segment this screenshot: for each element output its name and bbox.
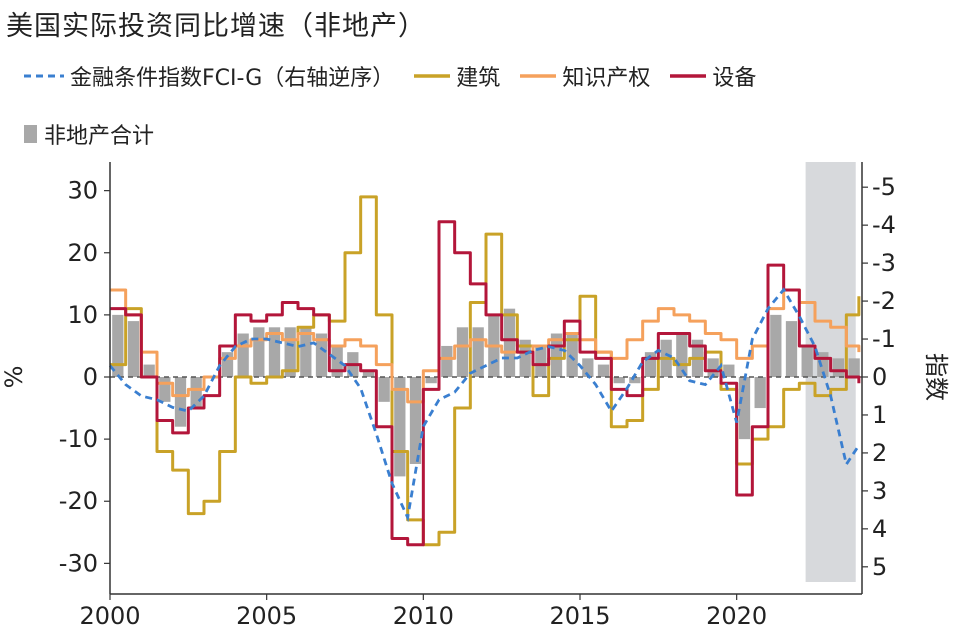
legend-swatch-equipment xyxy=(670,74,707,78)
legend-item-total: 非地产合计 xyxy=(22,118,154,150)
chart-title: 美国实际投资同比增速（非地产） xyxy=(6,11,426,42)
right-tick-label: -2 xyxy=(872,287,896,315)
bar-total xyxy=(723,364,735,377)
x-tick-label: 2020 xyxy=(706,602,767,630)
right-axis-unit: 指数 xyxy=(922,353,950,401)
legend-swatch-construction xyxy=(414,74,451,78)
bar-total xyxy=(284,327,296,377)
left-tick-label: 20 xyxy=(67,239,98,267)
right-tick-label: 0 xyxy=(872,363,887,391)
bar-total xyxy=(221,352,234,377)
legend-item-equipment: 设备 xyxy=(668,60,756,92)
left-tick-label: -20 xyxy=(59,487,98,515)
bar-total xyxy=(519,339,531,377)
legend-row-1: 金融条件指数FCI-G（右轴逆序） 建筑 知识产权 设备 xyxy=(22,60,774,92)
bar-total xyxy=(535,345,547,377)
left-axis-unit: % xyxy=(0,366,28,389)
legend-label-fci: 金融条件指数FCI-G（右轴逆序） xyxy=(70,66,395,91)
right-tick-label: -5 xyxy=(872,173,896,201)
right-tick-label: 2 xyxy=(872,439,887,467)
legend-label-total: 非地产合计 xyxy=(44,124,155,149)
bar-total xyxy=(644,352,657,377)
bar-total xyxy=(127,321,140,377)
legend-label-construction: 建筑 xyxy=(456,66,501,91)
bar-total xyxy=(785,321,798,377)
legend-item-ip: 知识产权 xyxy=(518,60,650,92)
bar-total xyxy=(143,364,155,377)
left-tick-label: 0 xyxy=(83,363,98,391)
bar-total xyxy=(801,345,813,377)
bar-total xyxy=(441,345,453,377)
bar-total xyxy=(331,345,343,377)
right-tick-label: 5 xyxy=(872,553,887,581)
left-tick-label: 10 xyxy=(67,301,98,329)
bar-total xyxy=(738,377,751,440)
bar-total xyxy=(174,377,187,427)
bar-total xyxy=(159,377,171,402)
bar-total xyxy=(613,377,625,384)
bar-total xyxy=(566,333,578,377)
legend-row-2: 非地产合计 xyxy=(22,118,172,150)
bar-total xyxy=(582,358,594,377)
bar-total xyxy=(425,377,437,384)
left-tick-label: 30 xyxy=(67,177,98,205)
bar-total xyxy=(190,377,202,409)
legend-item-fci: 金融条件指数FCI-G（右轴逆序） xyxy=(22,60,394,92)
bar-total xyxy=(253,327,265,377)
right-tick-label: 3 xyxy=(872,477,887,505)
bar-total xyxy=(817,352,829,377)
right-tick-label: 1 xyxy=(872,401,887,429)
bar-total xyxy=(848,358,860,377)
bar-total xyxy=(597,364,610,377)
x-tick-label: 2010 xyxy=(393,602,454,630)
right-tick-label: -1 xyxy=(872,325,896,353)
right-tick-label: -4 xyxy=(872,211,896,239)
series-line-fci xyxy=(108,287,861,523)
bar-total xyxy=(394,377,406,477)
legend-item-construction: 建筑 xyxy=(412,60,500,92)
series-line-equipment xyxy=(110,220,861,547)
bar-total xyxy=(362,370,375,377)
legend-label-ip: 知识产权 xyxy=(562,66,651,91)
x-tick-label: 2005 xyxy=(236,602,297,630)
legend-label-equipment: 设备 xyxy=(712,66,757,91)
bar-total xyxy=(832,358,845,377)
bar-total xyxy=(754,377,766,409)
bar-total xyxy=(237,333,249,377)
legend-swatch-total xyxy=(24,125,37,143)
bar-total xyxy=(409,377,422,464)
bar-total xyxy=(707,358,719,377)
bar-total xyxy=(315,333,328,377)
legend-swatch-ip xyxy=(520,74,557,78)
bar-total xyxy=(550,333,563,377)
bar-total xyxy=(378,377,390,402)
legend-swatch-fci xyxy=(24,74,64,78)
bar-total xyxy=(770,314,782,377)
bar-total xyxy=(112,314,124,377)
bar-total xyxy=(456,327,469,377)
bar-total xyxy=(503,308,516,377)
right-tick-label: -3 xyxy=(872,249,896,277)
x-tick-label: 2015 xyxy=(549,602,610,630)
left-tick-label: -30 xyxy=(59,549,98,577)
left-tick-label: -10 xyxy=(59,425,98,453)
x-tick-label: 2000 xyxy=(79,602,140,630)
right-tick-label: 4 xyxy=(872,515,887,543)
bar-total xyxy=(472,327,484,377)
bar-total xyxy=(268,327,281,377)
bar-total xyxy=(676,333,688,377)
bar-total xyxy=(629,377,641,384)
bar-total xyxy=(300,327,312,377)
